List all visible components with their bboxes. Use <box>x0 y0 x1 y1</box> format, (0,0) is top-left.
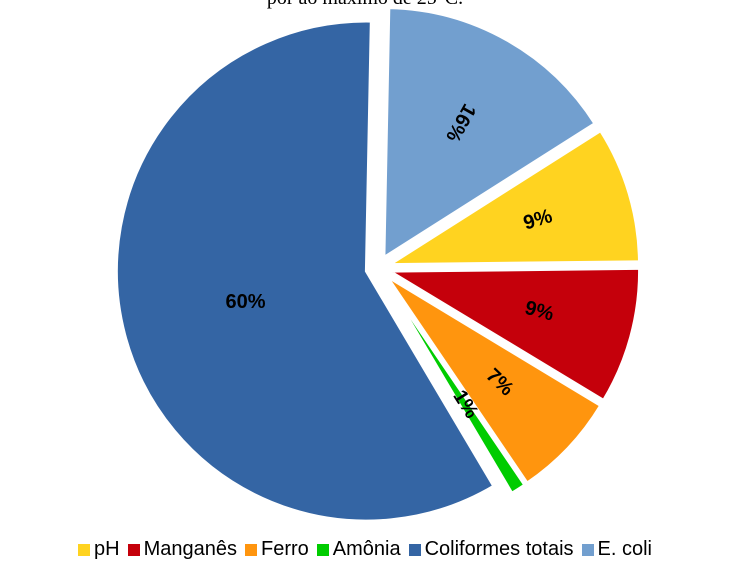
legend-swatch <box>581 543 594 556</box>
legend-label: Manganês <box>143 538 237 560</box>
legend-label: pH <box>94 538 120 560</box>
legend-item: Ferro <box>244 538 309 561</box>
legend-label: Amônia <box>332 538 401 560</box>
pie-slice <box>384 128 642 267</box>
pie-slice <box>382 6 598 261</box>
legend-item: Amônia <box>316 538 401 561</box>
pie-slice <box>385 274 603 486</box>
chart-title: por ao máximo de 25°C. <box>267 0 463 9</box>
legend-label: E. coli <box>597 538 652 560</box>
legend-item: pH <box>78 538 120 561</box>
legend-swatch <box>127 543 140 556</box>
legend-label: Coliformes totais <box>424 538 574 560</box>
legend-item: E. coli <box>581 538 652 561</box>
data-label: 60% <box>226 291 266 313</box>
legend: pH Manganês Ferro Amônia Coliformes totais E.… <box>0 538 730 561</box>
pie-slice <box>384 266 642 403</box>
pie-slice <box>383 277 527 496</box>
legend-swatch <box>244 543 257 556</box>
legend-item: Coliformes totais <box>408 538 574 561</box>
pie-slice <box>114 19 496 523</box>
legend-item: Manganês <box>127 538 237 561</box>
legend-swatch <box>316 543 329 556</box>
legend-label: Ferro <box>260 538 309 560</box>
chart: por ao máximo de 25°C. 9%9%7%1%60%16% <box>114 0 642 523</box>
legend-swatch <box>408 543 421 556</box>
legend-swatch <box>78 543 90 556</box>
